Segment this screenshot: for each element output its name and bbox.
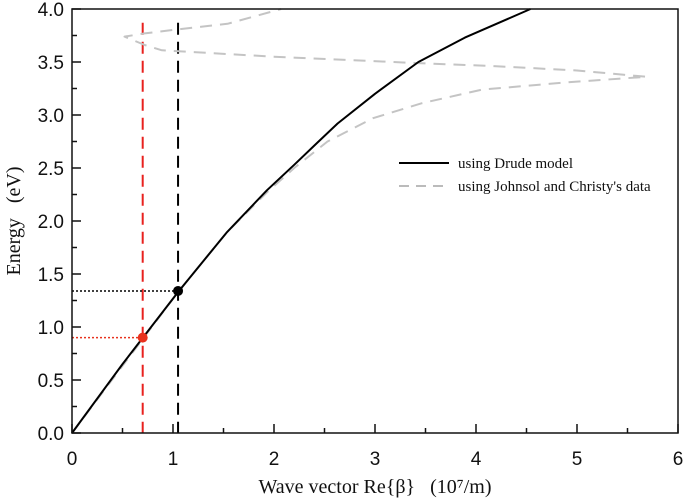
legend-label-jc: using Johnsol and Christy's data: [458, 179, 651, 195]
y-tick-label: 4.0: [38, 0, 64, 21]
series-line-0: [71, 8, 531, 434]
data-point-marker: [173, 285, 184, 296]
x-tick-label: 4: [471, 449, 482, 470]
y-axis-label: Energy (eV): [3, 166, 25, 275]
x-axis-label: Wave vector Re{β} (10⁷/m): [259, 476, 492, 498]
y-tick-label: 2.0: [38, 212, 64, 233]
y-tick-label: 1.0: [38, 318, 64, 339]
x-tick-label: 2: [269, 449, 280, 470]
y-tick-label: 1.5: [38, 265, 64, 286]
y-tick-label: 2.5: [38, 159, 64, 180]
legend: using Drude model using Johnsol and Chri…: [399, 156, 651, 195]
x-tick-label: 1: [168, 449, 179, 470]
y-tick-label: 0.5: [38, 371, 64, 392]
data-point-marker: [137, 332, 148, 343]
plot-frame: [71, 8, 679, 434]
series-line-1: [71, 8, 648, 434]
x-tick-label: 3: [370, 449, 381, 470]
y-tick-label: 3.5: [38, 53, 64, 74]
x-tick-label: 6: [673, 449, 684, 470]
x-tick-label: 5: [572, 449, 583, 470]
x-tick-label: 0: [67, 449, 78, 470]
y-tick-label: 3.0: [38, 106, 64, 127]
y-tick-label: 0.0: [38, 424, 64, 445]
legend-label-drude: using Drude model: [458, 156, 573, 172]
